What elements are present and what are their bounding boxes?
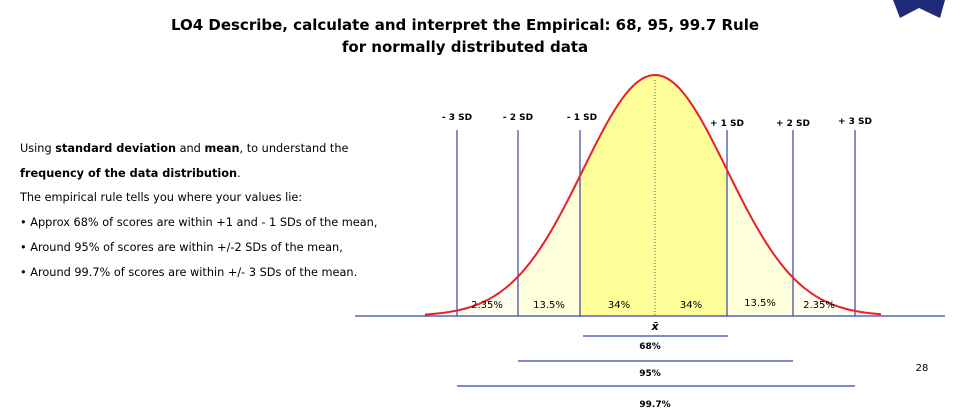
sd-label: - 1 SD	[567, 113, 597, 123]
range-label: 95%	[639, 369, 661, 379]
normal-curve	[424, 73, 882, 316]
bold-run: standard deviation	[55, 142, 176, 155]
bold-run: frequency of the data distribution	[20, 167, 237, 180]
body-line: • Around 99.7% of scores are within +/- …	[20, 266, 357, 279]
text-run: and	[176, 142, 204, 155]
text-run: .	[237, 167, 241, 180]
area-label: 13.5%	[744, 298, 776, 309]
area-label: 2.35%	[803, 300, 835, 311]
sd-lines	[456, 130, 856, 316]
bold-run: mean	[204, 142, 239, 155]
area-fills	[457, 75, 855, 316]
sd-label: + 1 SD	[710, 119, 744, 129]
text-run: , to understand the	[240, 142, 349, 155]
area-fill	[580, 75, 727, 316]
sd-label: - 3 SD	[442, 113, 472, 123]
star-icon	[893, 0, 945, 18]
area-label: 2.35%	[471, 300, 503, 311]
area-fill	[457, 276, 518, 316]
range-label: 99.7%	[639, 400, 670, 410]
sd-label: - 2 SD	[503, 113, 533, 123]
area-fill	[727, 169, 793, 316]
title-line: for normally distributed data	[342, 38, 588, 56]
area-fill	[793, 277, 855, 316]
range-label: 68%	[639, 342, 661, 352]
body-line: The empirical rule tells you where your …	[19, 191, 302, 204]
sd-label: + 3 SD	[838, 117, 872, 127]
text-run: Using	[20, 142, 55, 155]
mean-symbol: x̄	[650, 320, 659, 333]
intro-line: frequency of the data distribution.	[20, 167, 241, 180]
intro-line: Using standard deviation and mean, to un…	[20, 142, 348, 155]
sd-label: + 2 SD	[776, 119, 810, 129]
page-number: 28	[916, 363, 929, 374]
area-label: 34%	[608, 300, 630, 311]
area-label: 34%	[680, 300, 702, 311]
body-line: • Approx 68% of scores are within +1 and…	[20, 216, 377, 229]
area-fill	[518, 175, 580, 316]
title-line: LO4 Describe, calculate and interpret th…	[171, 16, 759, 34]
body-line: • Around 95% of scores are within +/-2 S…	[20, 241, 343, 254]
area-label: 13.5%	[533, 300, 565, 311]
